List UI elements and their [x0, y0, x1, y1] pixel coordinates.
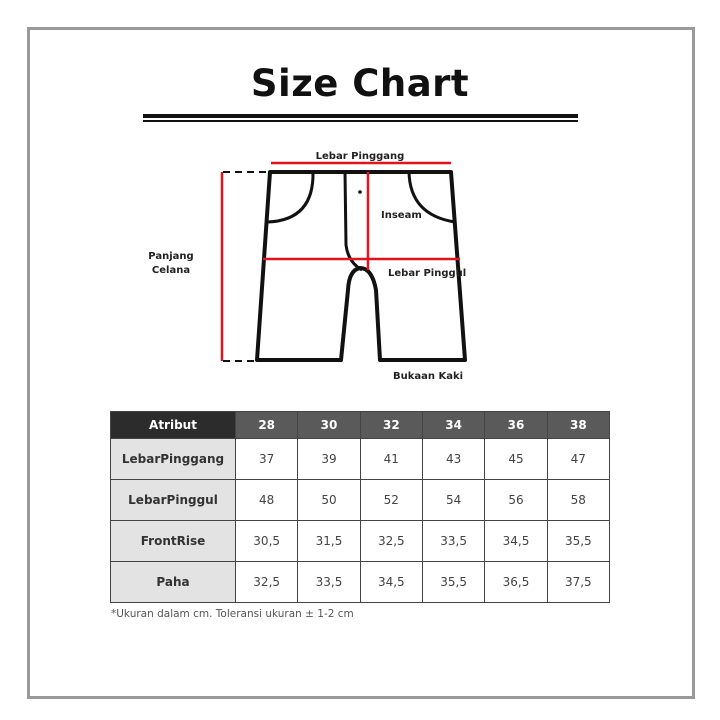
table-cell: 39	[297, 438, 361, 480]
table-cell: 56	[484, 479, 548, 521]
table-cell: 36,5	[484, 561, 548, 603]
table-cell: 52	[359, 479, 423, 521]
label-waist: Lebar Pinggang	[316, 151, 405, 162]
table-row: LebarPinggang 37 39 41 43 45 47	[110, 438, 611, 480]
header-size: 38	[546, 411, 611, 439]
table-header-row: Atribut 28 30 32 34 36 38	[110, 411, 611, 439]
table-cell: 43	[421, 438, 486, 480]
table-cell: 37	[234, 438, 299, 480]
table-cell: 54	[421, 479, 486, 521]
page-frame	[27, 27, 695, 699]
table-cell: 35,5	[546, 520, 611, 562]
shorts-outline	[255, 170, 467, 362]
header-size: 34	[421, 411, 486, 439]
table-cell: 30,5	[234, 520, 299, 562]
length-guides	[223, 171, 266, 362]
table-cell: 33,5	[297, 561, 361, 603]
table-row: LebarPinggul 48 50 52 54 56 58	[110, 479, 611, 521]
header-attribute: Atribut	[110, 411, 236, 439]
shorts-diagram: Lebar Pinggang Inseam Lebar Pinggul Panj…	[148, 151, 467, 382]
table-cell: 48	[234, 479, 299, 521]
table-cell: 35,5	[421, 561, 486, 603]
row-label: Paha	[110, 561, 236, 603]
header-size: 32	[359, 411, 423, 439]
table-cell: 34,5	[484, 520, 548, 562]
table-cell: 50	[297, 479, 361, 521]
table-cell: 32,5	[234, 561, 299, 603]
title-divider-thick	[143, 114, 578, 118]
table-cell: 32,5	[359, 520, 423, 562]
title-divider-thin	[143, 120, 578, 122]
table-cell: 37,5	[546, 561, 611, 603]
label-length-2: Celana	[152, 265, 190, 276]
table-cell: 33,5	[421, 520, 486, 562]
table-row: Paha 32,5 33,5 34,5 35,5 36,5 37,5	[110, 561, 611, 603]
measure-lines	[220, 161, 460, 361]
table-cell: 45	[484, 438, 548, 480]
page-title: Size Chart	[250, 62, 470, 105]
header-size: 30	[297, 411, 361, 439]
label-inseam: Inseam	[381, 210, 422, 221]
header-size: 36	[484, 411, 548, 439]
header-size: 28	[234, 411, 299, 439]
label-hip: Lebar Pinggul	[388, 268, 466, 279]
row-label: FrontRise	[110, 520, 236, 562]
table-row: FrontRise 30,5 31,5 32,5 33,5 34,5 35,5	[110, 520, 611, 562]
size-table: Atribut 28 30 32 34 36 38 LebarPinggang 3…	[110, 411, 611, 603]
table-cell: 34,5	[359, 561, 423, 603]
row-label: LebarPinggul	[110, 479, 236, 521]
row-label: LebarPinggang	[110, 438, 236, 480]
label-length-1: Panjang	[148, 251, 193, 262]
table-cell: 31,5	[297, 520, 361, 562]
table-cell: 41	[359, 438, 423, 480]
label-leg-opening: Bukaan Kaki	[393, 371, 463, 382]
size-note: *Ukuran dalam cm. Toleransi ukuran ± 1-2…	[111, 608, 354, 620]
table-cell: 47	[546, 438, 611, 480]
button-dot	[358, 190, 362, 194]
table-cell: 58	[546, 479, 611, 521]
